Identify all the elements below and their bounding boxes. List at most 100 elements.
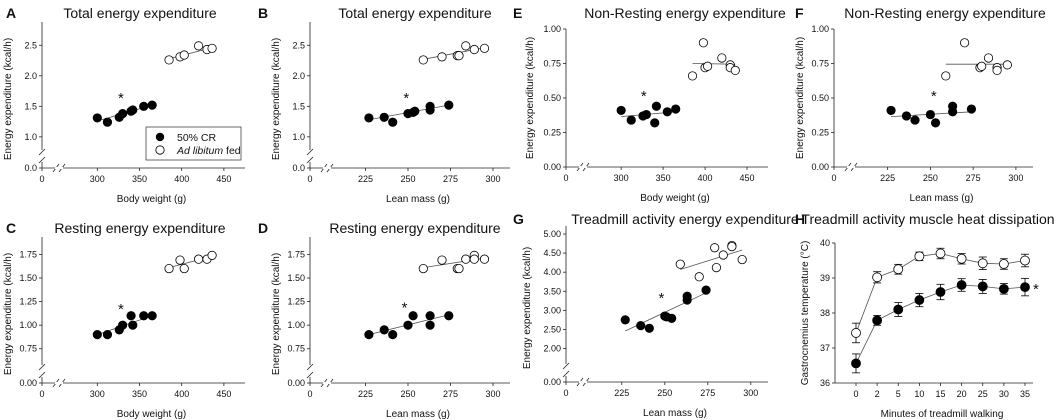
panel-title: Total energy expenditure bbox=[338, 5, 492, 21]
x-tick-label: 350 bbox=[656, 173, 671, 183]
panel-label: D bbox=[258, 220, 268, 236]
y-tick-label: 2.50 bbox=[543, 324, 561, 334]
panel-f: F Non-Resting energy expenditure Energy ex… bbox=[795, 5, 1046, 204]
x-axis-break-gap bbox=[55, 382, 63, 384]
y-tick-label: 1.0 bbox=[292, 132, 305, 142]
data-point-cr bbox=[410, 106, 420, 116]
x-tick-label: 350 bbox=[132, 174, 147, 184]
x-tick-label: 275 bbox=[700, 388, 715, 398]
data-point-cr bbox=[92, 113, 102, 123]
y-tick-label: 0.75 bbox=[19, 344, 37, 354]
y-tick-label: 2.0 bbox=[24, 71, 37, 81]
panel-label: A bbox=[6, 5, 16, 21]
data-point-cr bbox=[701, 285, 711, 295]
panel-label: C bbox=[6, 220, 16, 236]
data-point-al bbox=[207, 43, 217, 53]
y-tick-label: 0.00 bbox=[287, 378, 305, 388]
data-point-al bbox=[469, 44, 479, 55]
y-axis-label: Energy expenditure (kcal/h) bbox=[522, 247, 533, 369]
x-tick-label: 0 bbox=[307, 389, 312, 399]
y-axis-break-mark bbox=[306, 363, 314, 371]
x-axis-label: Lean mass (g) bbox=[386, 194, 450, 205]
data-point-al bbox=[454, 263, 464, 274]
data-point-cr bbox=[620, 315, 630, 325]
data-point-al bbox=[851, 328, 861, 338]
data-point-cr bbox=[364, 329, 374, 340]
y-axis-break-mark bbox=[562, 370, 570, 378]
data-point-cr bbox=[425, 311, 435, 321]
x-axis-label: Lean mass (g) bbox=[910, 193, 974, 204]
data-point-al bbox=[698, 38, 708, 48]
data-point-cr bbox=[872, 315, 883, 326]
data-point-al bbox=[872, 272, 883, 283]
y-tick-label: 0.25 bbox=[811, 128, 829, 138]
significance-asterisk: * bbox=[118, 90, 124, 107]
data-point-al bbox=[164, 263, 174, 274]
data-point-al bbox=[702, 61, 713, 71]
data-point-cr bbox=[408, 311, 418, 321]
data-point-cr bbox=[667, 313, 677, 323]
significance-asterisk: * bbox=[658, 290, 664, 307]
legend-marker-cr bbox=[155, 132, 165, 142]
data-point-al bbox=[418, 55, 428, 65]
data-point-al bbox=[941, 71, 951, 81]
y-axis-label: Energy expenditure (kcal/h) bbox=[795, 37, 806, 159]
y-axis-break-mark bbox=[38, 371, 46, 379]
y-axis-label: Energy expenditure (kcal/h) bbox=[3, 253, 14, 375]
x-tick-label: 20 bbox=[957, 389, 967, 399]
data-point-cr bbox=[626, 115, 636, 125]
data-point-cr bbox=[139, 101, 149, 111]
data-point-cr bbox=[851, 358, 861, 369]
data-point-al bbox=[479, 254, 490, 264]
data-point-al bbox=[193, 41, 204, 51]
data-point-cr bbox=[651, 101, 662, 111]
panel-b: B Total energy expenditure Energy expendit… bbox=[258, 5, 510, 205]
data-point-cr bbox=[893, 304, 904, 315]
x-tick-label: 275 bbox=[443, 389, 458, 399]
y-tick-label: 3.00 bbox=[543, 305, 561, 315]
x-tick-label: 15 bbox=[935, 389, 945, 399]
data-point-al bbox=[461, 254, 471, 264]
y-axis-break-mark bbox=[562, 362, 570, 370]
data-point-cr bbox=[444, 100, 454, 110]
data-point-al bbox=[479, 43, 490, 53]
data-point-al bbox=[193, 254, 204, 264]
data-point-cr bbox=[102, 329, 113, 340]
data-point-al bbox=[710, 243, 720, 253]
data-point-cr bbox=[977, 281, 988, 292]
data-point-al bbox=[461, 41, 471, 51]
data-point-cr bbox=[636, 321, 646, 331]
data-point-al bbox=[959, 38, 970, 48]
y-tick-label: 1.75 bbox=[19, 249, 37, 259]
panel-e: E Non-Resting energy expenditure Energy ex… bbox=[513, 5, 786, 204]
data-point-cr bbox=[650, 118, 660, 128]
y-tick-label: 0.0 bbox=[24, 163, 37, 173]
y-tick-label: 0.00 bbox=[543, 377, 561, 387]
y-tick-label: 0.00 bbox=[543, 162, 561, 172]
x-tick-label: 300 bbox=[90, 389, 105, 399]
y-tick-label: 4.50 bbox=[543, 248, 561, 258]
data-point-cr bbox=[147, 311, 157, 321]
x-tick-label: 5 bbox=[896, 389, 901, 399]
significance-asterisk: * bbox=[1033, 281, 1039, 298]
x-tick-label: 300 bbox=[90, 174, 105, 184]
data-point-al bbox=[730, 65, 740, 76]
panel-label: E bbox=[513, 5, 522, 21]
x-tick-label: 300 bbox=[485, 174, 500, 184]
regression-line-al bbox=[680, 249, 743, 270]
legend-label-cr: 50% CR bbox=[177, 132, 217, 144]
data-point-al bbox=[1002, 60, 1012, 70]
data-point-al bbox=[956, 253, 967, 264]
data-point-cr bbox=[1020, 282, 1030, 293]
data-point-cr bbox=[966, 104, 977, 114]
legend-box bbox=[145, 126, 242, 161]
panel-label: B bbox=[258, 5, 268, 21]
panel-label: F bbox=[795, 5, 804, 21]
y-axis-break-mark bbox=[306, 156, 314, 164]
x-tick-label: 450 bbox=[216, 389, 231, 399]
x-tick-label: 275 bbox=[443, 174, 458, 184]
data-point-al bbox=[998, 259, 1009, 269]
y-axis-label: Energy expenditure (kcal/h) bbox=[271, 38, 282, 160]
panel-title: Resting energy expenditure bbox=[329, 220, 500, 236]
